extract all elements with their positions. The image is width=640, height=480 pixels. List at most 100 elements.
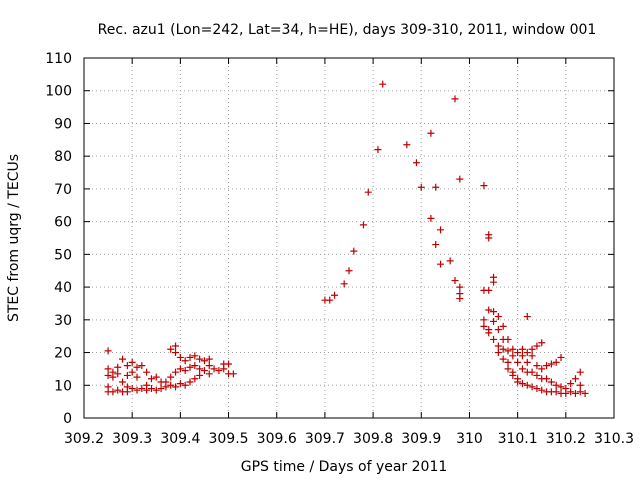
data-point xyxy=(509,371,517,379)
data-point xyxy=(152,386,160,394)
data-point xyxy=(494,342,502,350)
x-axis-label: GPS time / Days of year 2011 xyxy=(241,459,448,475)
data-point xyxy=(552,381,560,389)
data-point xyxy=(576,388,584,396)
data-point xyxy=(200,357,208,365)
data-point xyxy=(119,378,127,386)
data-point xyxy=(538,365,546,373)
data-point xyxy=(504,335,512,343)
x-tick-label: 309.6 xyxy=(257,431,297,447)
data-point xyxy=(533,362,541,370)
data-point xyxy=(403,141,411,149)
y-tick-label: 50 xyxy=(54,247,72,263)
y-tick-label: 100 xyxy=(45,84,72,100)
data-point xyxy=(417,183,425,191)
data-point xyxy=(499,322,507,330)
data-point xyxy=(490,317,498,325)
data-point xyxy=(133,373,141,381)
data-point xyxy=(186,353,194,361)
data-point xyxy=(412,159,420,167)
data-point xyxy=(119,355,127,363)
data-point xyxy=(543,362,551,370)
data-point xyxy=(485,234,493,242)
data-point xyxy=(109,388,117,396)
data-point xyxy=(538,339,546,347)
axis-ticks: 0 10 20 30 40 50 60 70 80 90 100 110 309.2 309.3 309.4… xyxy=(45,51,634,447)
x-tick-label: 310.3 xyxy=(594,431,634,447)
data-point xyxy=(133,363,141,371)
data-point xyxy=(456,175,464,183)
data-point xyxy=(143,368,151,376)
data-point xyxy=(485,306,493,314)
data-point xyxy=(133,386,141,394)
data-point xyxy=(128,368,136,376)
data-point xyxy=(326,296,334,304)
data-point xyxy=(523,358,531,366)
data-point xyxy=(557,353,565,361)
data-point xyxy=(432,241,440,249)
data-point xyxy=(518,380,526,388)
y-tick-label: 0 xyxy=(63,411,72,427)
data-point xyxy=(576,381,584,389)
data-point xyxy=(490,308,498,316)
data-point xyxy=(446,257,454,265)
data-point xyxy=(172,368,180,376)
x-tick-label: 309.9 xyxy=(401,431,441,447)
data-point xyxy=(364,188,372,196)
data-point xyxy=(114,370,122,378)
data-point xyxy=(518,365,526,373)
data-point xyxy=(205,370,213,378)
data-point xyxy=(567,388,575,396)
y-tick-label: 40 xyxy=(54,280,72,296)
data-point xyxy=(514,349,522,357)
data-point xyxy=(128,358,136,366)
data-point xyxy=(167,345,175,353)
grid-lines xyxy=(84,58,614,418)
data-point xyxy=(567,380,575,388)
data-point xyxy=(494,326,502,334)
data-point xyxy=(196,355,204,363)
data-point xyxy=(451,277,459,285)
data-point xyxy=(456,295,464,303)
data-point xyxy=(172,349,180,357)
data-point xyxy=(490,335,498,343)
data-point xyxy=(552,358,560,366)
data-point xyxy=(172,342,180,350)
data-point xyxy=(331,291,339,299)
data-point xyxy=(523,349,531,357)
data-point xyxy=(152,373,160,381)
data-point xyxy=(485,286,493,294)
data-point xyxy=(181,381,189,389)
x-tick-label: 309.4 xyxy=(160,431,200,447)
data-point xyxy=(359,221,367,229)
data-point xyxy=(191,375,199,383)
x-tick-label: 309.2 xyxy=(64,431,104,447)
data-point xyxy=(104,347,112,355)
data-point xyxy=(147,385,155,393)
data-point xyxy=(123,388,131,396)
data-points xyxy=(104,80,589,397)
data-point xyxy=(533,371,541,379)
data-point xyxy=(581,389,589,397)
data-point xyxy=(499,345,507,353)
y-axis-label: STEC from uqrg / TECUs xyxy=(6,154,22,322)
data-point xyxy=(114,363,122,371)
data-point xyxy=(523,313,531,321)
chart-title: Rec. azu1 (Lon=242, Lat=34, h=HE), days … xyxy=(98,22,597,38)
data-point xyxy=(138,385,146,393)
data-point xyxy=(528,368,536,376)
data-point xyxy=(557,383,565,391)
data-point xyxy=(200,367,208,375)
y-tick-label: 90 xyxy=(54,116,72,132)
y-tick-label: 80 xyxy=(54,149,72,165)
data-point xyxy=(437,226,445,234)
data-point xyxy=(504,347,512,355)
data-point xyxy=(576,368,584,376)
data-point xyxy=(427,129,435,137)
data-point xyxy=(181,367,189,375)
y-tick-label: 70 xyxy=(54,182,72,198)
data-point xyxy=(485,329,493,337)
data-point xyxy=(128,385,136,393)
data-point xyxy=(114,386,122,394)
